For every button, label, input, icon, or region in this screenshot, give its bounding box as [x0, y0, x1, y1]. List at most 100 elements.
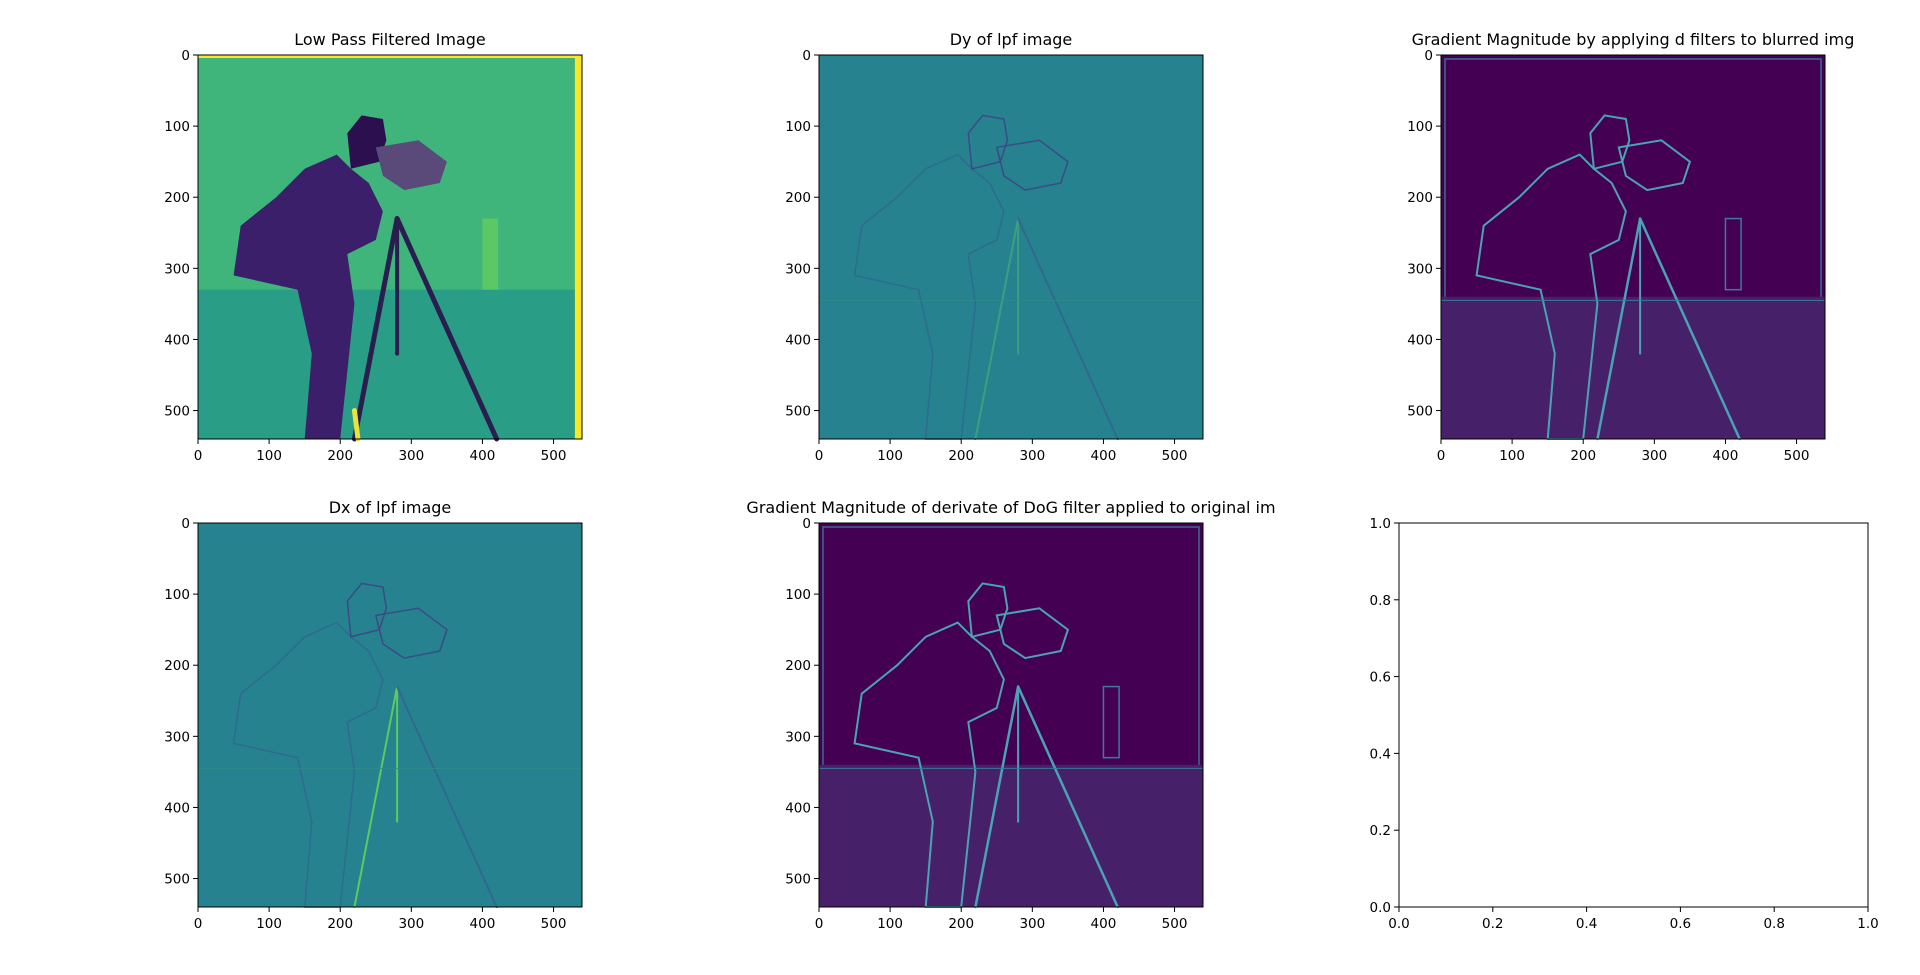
- tower-edge: [1724, 217, 1742, 291]
- x-tick-label: 400: [1091, 448, 1117, 464]
- axes-frame: [197, 54, 583, 440]
- axes-frame: [818, 54, 1204, 440]
- y-tick-label: 100: [1407, 119, 1433, 135]
- tripod-edge: [1596, 217, 1642, 441]
- y-tick-label: 300: [785, 261, 811, 277]
- x-tick-label: 0.8: [1763, 916, 1784, 932]
- y-tick-label: 0: [1424, 48, 1433, 64]
- y-tick-label: 0.6: [1370, 670, 1391, 686]
- tripod-highlight: [351, 408, 361, 442]
- tripod-leg: [394, 216, 500, 442]
- x-tick-label: 500: [541, 916, 567, 932]
- x-tick-label: 100: [877, 448, 903, 464]
- axes-frame: [1398, 522, 1869, 908]
- subplot-title: Low Pass Filtered Image: [294, 30, 486, 49]
- y-tick-label: 0.4: [1370, 746, 1391, 762]
- x-tick-label: 500: [1162, 448, 1188, 464]
- tripod-edge: [974, 217, 1020, 440]
- x-tick-label: 300: [1641, 448, 1667, 464]
- y-tick-label: 200: [164, 190, 190, 206]
- y-tick-label: 500: [164, 872, 190, 888]
- y-tick-label: 100: [785, 587, 811, 603]
- x-tick-label: 400: [470, 448, 496, 464]
- y-tick-label: 0.8: [1370, 593, 1391, 609]
- tripod-edge: [353, 685, 399, 908]
- x-tick-label: 100: [877, 916, 903, 932]
- camera-silhouette: [375, 140, 447, 191]
- edge-band: [574, 55, 582, 439]
- y-tick-label: 0: [181, 516, 190, 532]
- y-tick-label: 400: [785, 800, 811, 816]
- x-tick-label: 500: [541, 448, 567, 464]
- edge-band-top: [198, 55, 582, 58]
- y-tick-label: 400: [164, 332, 190, 348]
- x-tick-label: 200: [1570, 448, 1596, 464]
- y-tick-label: 200: [785, 190, 811, 206]
- x-tick-label: 0: [1437, 448, 1446, 464]
- camera-edge: [374, 607, 448, 659]
- tower-shape: [482, 218, 499, 290]
- y-tick-label: 100: [164, 587, 190, 603]
- y-tick-label: 0: [802, 48, 811, 64]
- subplot-title: Gradient Magnitude of derivate of DoG fi…: [746, 498, 1275, 517]
- y-tick-label: 0: [802, 516, 811, 532]
- x-tick-label: 400: [470, 916, 496, 932]
- subplot-3: Gradient Magnitude by applying d filters…: [1407, 30, 1854, 464]
- person-edge: [853, 153, 1005, 440]
- tripod-leg: [351, 216, 400, 442]
- tripod-edge: [1017, 217, 1119, 440]
- subplot-2: Dy of lpf image 0 0 100 100 200 200 300 300 400 40…: [785, 30, 1204, 464]
- flat-background: [819, 55, 1203, 439]
- x-tick-label: 0: [194, 916, 203, 932]
- tripod-edge: [1016, 685, 1119, 909]
- x-tick-label: 300: [398, 916, 424, 932]
- tower-edge: [1102, 685, 1120, 759]
- x-tick-label: 100: [256, 448, 282, 464]
- subplot-4: Dx of lpf image 0 0 100 100 200 200 300 300 400 40…: [164, 498, 583, 932]
- y-tick-label: 1.0: [1370, 516, 1391, 532]
- y-tick-label: 100: [785, 119, 811, 135]
- x-tick-label: 300: [398, 448, 424, 464]
- y-tick-label: 300: [164, 729, 190, 745]
- x-tick-label: 200: [327, 916, 353, 932]
- person-edge: [232, 621, 384, 908]
- y-tick-label: 400: [1407, 332, 1433, 348]
- y-tick-label: 100: [164, 119, 190, 135]
- y-tick-label: 400: [785, 332, 811, 348]
- y-tick-label: 300: [785, 729, 811, 745]
- x-tick-label: 0: [815, 448, 824, 464]
- x-tick-label: 300: [1019, 448, 1045, 464]
- camera-edge: [995, 139, 1069, 191]
- x-tick-label: 400: [1713, 448, 1739, 464]
- empty-axes-background: [1399, 523, 1868, 907]
- x-tick-label: 0.4: [1576, 916, 1597, 932]
- axes-frame: [818, 522, 1204, 908]
- x-tick-label: 0: [815, 916, 824, 932]
- y-tick-label: 200: [785, 658, 811, 674]
- y-tick-label: 500: [1407, 404, 1433, 420]
- x-tick-label: 0.0: [1388, 916, 1409, 932]
- y-tick-label: 200: [164, 658, 190, 674]
- x-tick-label: 400: [1091, 916, 1117, 932]
- y-tick-label: 400: [164, 800, 190, 816]
- axes-frame: [197, 522, 583, 908]
- y-tick-label: 0.0: [1370, 900, 1391, 916]
- ground-region: [198, 289, 582, 439]
- subplot-6: 0.00.0 0.2 0.2 0.4 0.4 0.6 0.6 0.8 0.8 1.0 1.0: [1370, 516, 1879, 932]
- ground-texture: [819, 764, 1203, 907]
- y-tick-label: 200: [1407, 190, 1433, 206]
- x-tick-label: 100: [1499, 448, 1525, 464]
- x-tick-label: 0: [194, 448, 203, 464]
- person-edge: [1475, 153, 1627, 440]
- tripod-edge: [1638, 217, 1741, 441]
- x-tick-label: 500: [1784, 448, 1810, 464]
- subplot-5: Gradient Magnitude of derivate of DoG fi…: [746, 498, 1275, 932]
- x-tick-label: 200: [948, 916, 974, 932]
- x-tick-label: 500: [1162, 916, 1188, 932]
- subplot-title: Gradient Magnitude by applying d filters…: [1412, 30, 1855, 49]
- x-tick-label: 0.2: [1482, 916, 1503, 932]
- x-tick-label: 100: [256, 916, 282, 932]
- tripod-edge: [396, 685, 498, 908]
- y-tick-label: 500: [785, 404, 811, 420]
